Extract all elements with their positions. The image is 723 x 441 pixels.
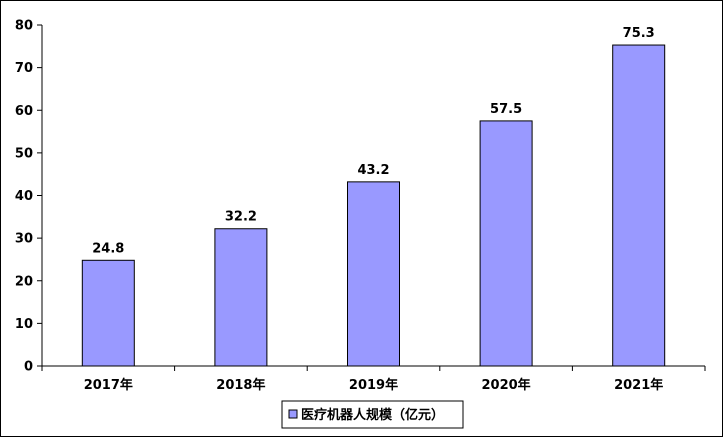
x-tick-label: 2017年 xyxy=(84,377,133,393)
y-tick-label: 60 xyxy=(15,104,33,119)
legend-swatch xyxy=(288,409,298,419)
y-tick-label: 40 xyxy=(15,189,33,204)
legend-box xyxy=(281,400,464,429)
bars xyxy=(81,44,666,367)
data-label: 24.8 xyxy=(92,241,124,256)
x-tick-label: 2019年 xyxy=(349,377,398,393)
data-label: 75.3 xyxy=(623,26,655,41)
data-label: 32.2 xyxy=(225,210,257,225)
x-tick-label: 2021年 xyxy=(614,377,663,393)
y-tick-label: 30 xyxy=(15,232,33,247)
bar xyxy=(479,120,533,367)
y-tick-label: 20 xyxy=(15,274,33,289)
x-tick-label: 2020年 xyxy=(482,377,531,393)
y-axis: 0 10 20 30 40 50 60 70 80 xyxy=(15,19,43,375)
y-tick-label: 50 xyxy=(15,146,33,161)
bar xyxy=(612,44,666,367)
x-tick-label: 2018年 xyxy=(216,377,265,393)
y-tick-label: 0 xyxy=(24,360,33,375)
data-label: 43.2 xyxy=(357,163,389,178)
legend-label: 医疗机器人规模（亿元） xyxy=(301,407,444,423)
y-tick-label: 10 xyxy=(15,317,33,332)
legend: 医疗机器人规模（亿元） xyxy=(281,400,464,429)
y-tick-label: 80 xyxy=(15,19,33,34)
bar xyxy=(214,228,268,367)
bar xyxy=(81,259,135,367)
bar xyxy=(347,181,400,367)
data-labels: 24.8 32.2 43.2 57.5 75.3 xyxy=(92,26,654,256)
data-label: 57.5 xyxy=(490,102,522,117)
y-tick-label: 70 xyxy=(15,61,33,76)
